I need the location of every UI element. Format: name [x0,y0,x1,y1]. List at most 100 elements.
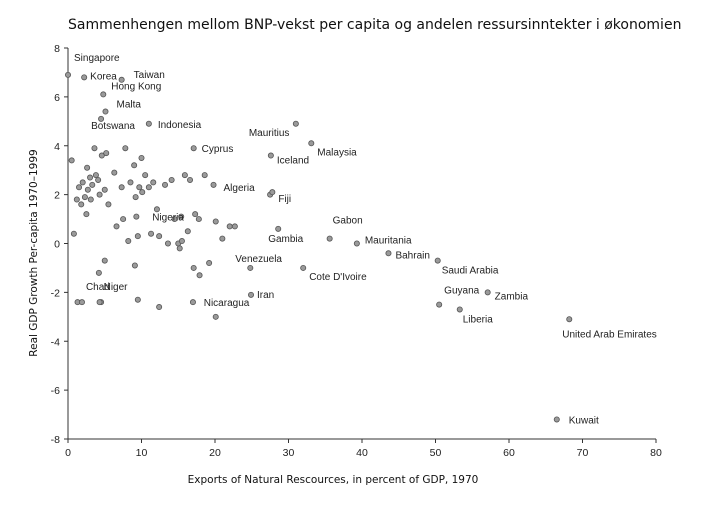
data-point [96,299,103,306]
data-point [269,189,276,196]
data-point [181,172,188,179]
point-label: Guyana [444,286,479,297]
y-tick-label: -8 [51,434,60,446]
data-point [101,186,108,193]
point-label: Iran [257,290,274,301]
y-tick-label: 8 [54,43,60,55]
data-point [171,216,178,223]
data-point [434,257,441,264]
data-point [456,306,463,313]
data-point [168,176,175,183]
data-point [111,169,118,176]
data-point [101,257,108,264]
data-point [189,299,196,306]
data-point [105,201,112,208]
y-tick-label: -6 [51,385,60,397]
axes: 0 10 20 30 40 50 60 70 80 -8 -6 -4 -2 0 2 4 6 8 [51,43,662,459]
data-point [190,264,197,271]
x-tick-label: 10 [136,447,148,459]
x-tick-label: 80 [650,447,662,459]
data-point [275,225,282,232]
data-point [353,240,360,247]
data-point [248,291,255,298]
point-label: Kuwait [569,415,599,426]
point-label: Iceland [277,156,309,167]
y-tick-label: 2 [54,190,60,202]
data-point [153,206,160,213]
data-point [156,304,163,311]
data-point [142,172,149,179]
data-point [267,152,274,159]
point-label: Mauritius [249,128,290,139]
data-point [148,230,155,237]
point-label: Hong Kong [111,81,161,92]
data-point [100,91,107,98]
y-tick-label: 0 [54,239,60,251]
data-point [131,262,138,269]
x-tick-label: 30 [283,447,295,459]
y-tick-label: -4 [51,336,60,348]
data-point [139,189,146,196]
data-point [553,416,560,423]
y-axis-title: Real GDP Growth Per-capita 1970–1999 [28,149,40,356]
y-tick-label: 4 [54,141,60,153]
data-point [190,145,197,152]
data-point [102,108,109,115]
data-point [178,238,185,245]
data-point [95,269,102,276]
data-point [95,176,102,183]
point-label: United Arab Emirates [562,329,657,340]
data-point [84,186,91,193]
data-point [187,176,194,183]
data-point [247,264,254,271]
data-point [150,179,157,186]
data-point [65,71,72,78]
data-point [68,157,75,164]
data-point [136,184,143,191]
data-point [326,235,333,242]
data-point [145,120,152,127]
data-point [436,301,443,308]
point-label: Nicaragua [204,298,250,309]
data-point [132,194,139,201]
data-point [87,196,94,203]
data-point [118,184,125,191]
data-point [83,211,90,218]
point-label: Indonesia [158,120,202,131]
data-point [84,164,91,171]
data-point [184,228,191,235]
data-point [176,245,183,252]
data-point [78,201,85,208]
data-point [164,240,171,247]
data-point [125,238,132,245]
point-label: Malta [116,100,141,111]
data-point [219,235,226,242]
point-label: Fiji [278,194,291,205]
point-label: Malaysia [317,147,357,158]
chart-title: Sammenhengen mellom BNP-vekst per capita… [68,17,681,33]
data-point [92,172,99,179]
data-point [118,76,125,83]
data-point [178,213,185,220]
point-label: Mauritania [365,236,412,247]
data-point [201,172,208,179]
data-point [196,272,203,279]
data-point [292,120,299,127]
data-point [73,196,80,203]
data-point [210,181,217,188]
data-point [300,264,307,271]
data-point [156,233,163,240]
x-tick-label: 20 [209,447,221,459]
data-point [122,145,129,152]
point-label: Gabon [333,216,363,227]
data-point [138,154,145,161]
data-point [133,213,140,220]
x-tick-label: 50 [430,447,442,459]
data-point [81,194,88,201]
data-point [226,223,233,230]
point-label: Niger [104,282,129,293]
data-point [78,299,85,306]
data-point [127,179,134,186]
point-label: Cote D'Ivoire [309,272,367,283]
